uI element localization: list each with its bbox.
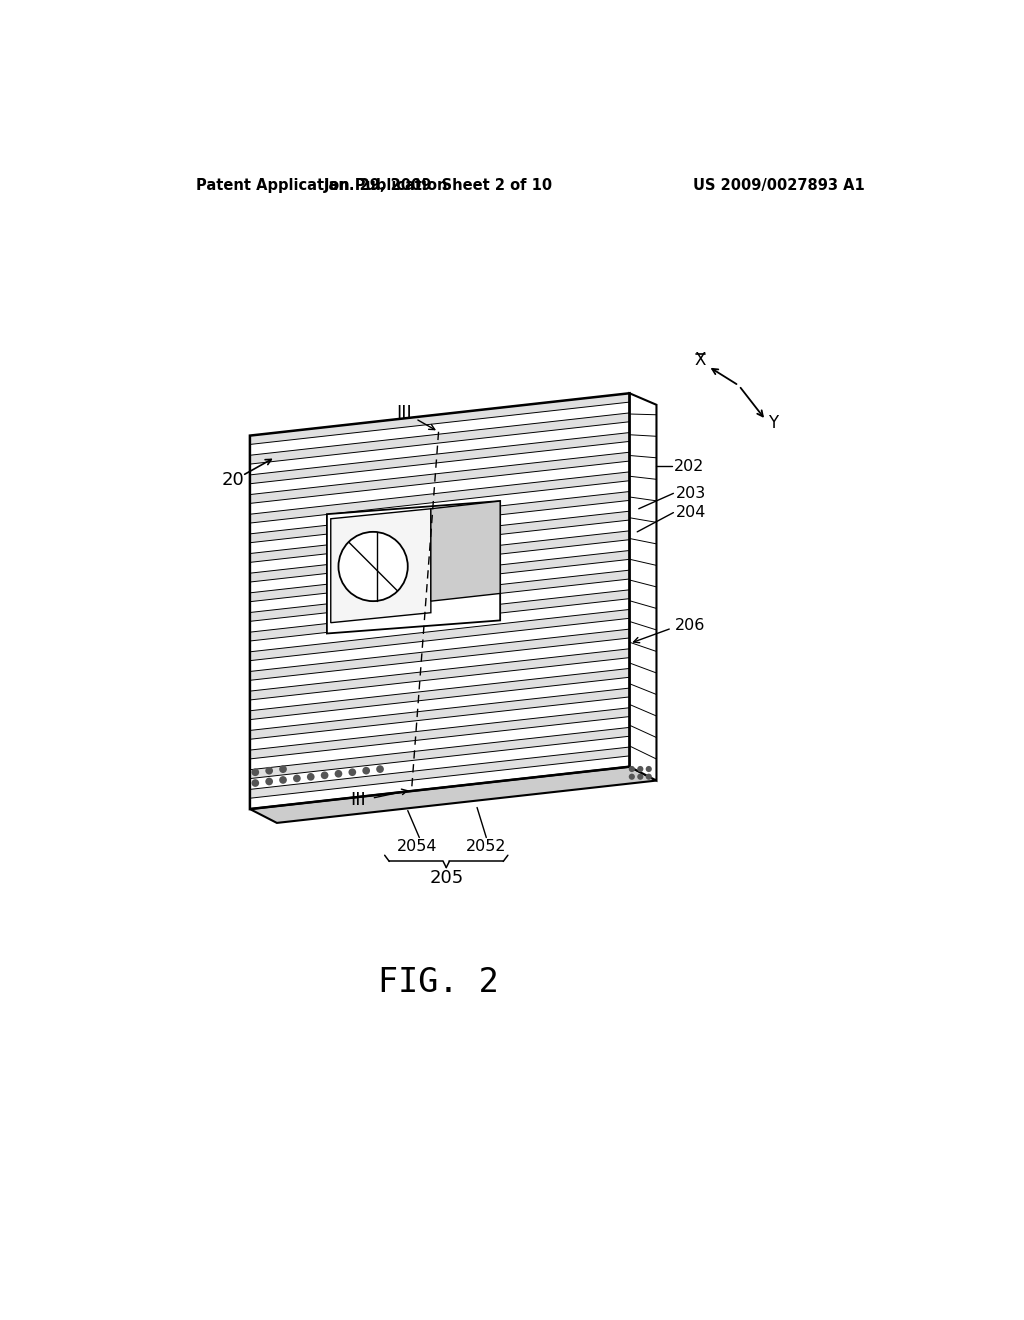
Circle shape: [629, 774, 635, 780]
Text: 205: 205: [429, 870, 464, 887]
Text: US 2009/0027893 A1: US 2009/0027893 A1: [692, 178, 864, 193]
Text: 2052: 2052: [466, 840, 507, 854]
Circle shape: [637, 766, 643, 772]
Polygon shape: [431, 502, 500, 601]
Circle shape: [265, 767, 273, 775]
Polygon shape: [327, 502, 500, 634]
Text: 203: 203: [676, 486, 706, 500]
Polygon shape: [250, 708, 630, 759]
Circle shape: [293, 775, 301, 783]
Polygon shape: [250, 688, 630, 739]
Polygon shape: [250, 413, 630, 465]
Circle shape: [362, 767, 370, 775]
Polygon shape: [250, 471, 630, 523]
Text: 2054: 2054: [396, 840, 437, 854]
Circle shape: [307, 774, 314, 780]
Text: FIG. 2: FIG. 2: [378, 966, 499, 999]
Circle shape: [646, 774, 652, 780]
Polygon shape: [250, 393, 630, 445]
Text: 202: 202: [674, 459, 705, 474]
Text: III: III: [350, 791, 366, 809]
Circle shape: [646, 766, 652, 772]
Text: Jan. 29, 2009  Sheet 2 of 10: Jan. 29, 2009 Sheet 2 of 10: [324, 178, 553, 193]
Polygon shape: [250, 590, 630, 642]
Polygon shape: [331, 508, 431, 623]
Text: III: III: [396, 404, 412, 421]
Text: 20: 20: [221, 471, 244, 490]
Circle shape: [280, 776, 287, 784]
Polygon shape: [630, 393, 656, 780]
Text: Y: Y: [768, 413, 778, 432]
Text: 204: 204: [676, 506, 707, 520]
Circle shape: [280, 766, 287, 774]
Polygon shape: [250, 433, 630, 483]
Polygon shape: [250, 668, 630, 719]
Polygon shape: [250, 491, 630, 543]
Circle shape: [252, 779, 259, 787]
Text: 206: 206: [675, 618, 706, 634]
Polygon shape: [250, 550, 630, 602]
Polygon shape: [250, 727, 630, 779]
Polygon shape: [250, 648, 630, 700]
Text: Patent Application Publication: Patent Application Publication: [196, 178, 447, 193]
Polygon shape: [250, 767, 656, 822]
Circle shape: [348, 768, 356, 776]
Circle shape: [339, 532, 408, 601]
Polygon shape: [250, 747, 630, 799]
Text: X: X: [694, 351, 706, 370]
Polygon shape: [250, 531, 630, 582]
Circle shape: [321, 771, 329, 779]
Circle shape: [335, 770, 342, 777]
Circle shape: [637, 774, 643, 780]
Circle shape: [629, 766, 635, 772]
Circle shape: [376, 766, 384, 774]
Circle shape: [265, 777, 273, 785]
Polygon shape: [250, 453, 630, 503]
Circle shape: [252, 768, 259, 776]
Polygon shape: [250, 570, 630, 622]
Polygon shape: [250, 630, 630, 680]
Polygon shape: [250, 511, 630, 562]
Polygon shape: [250, 610, 630, 660]
